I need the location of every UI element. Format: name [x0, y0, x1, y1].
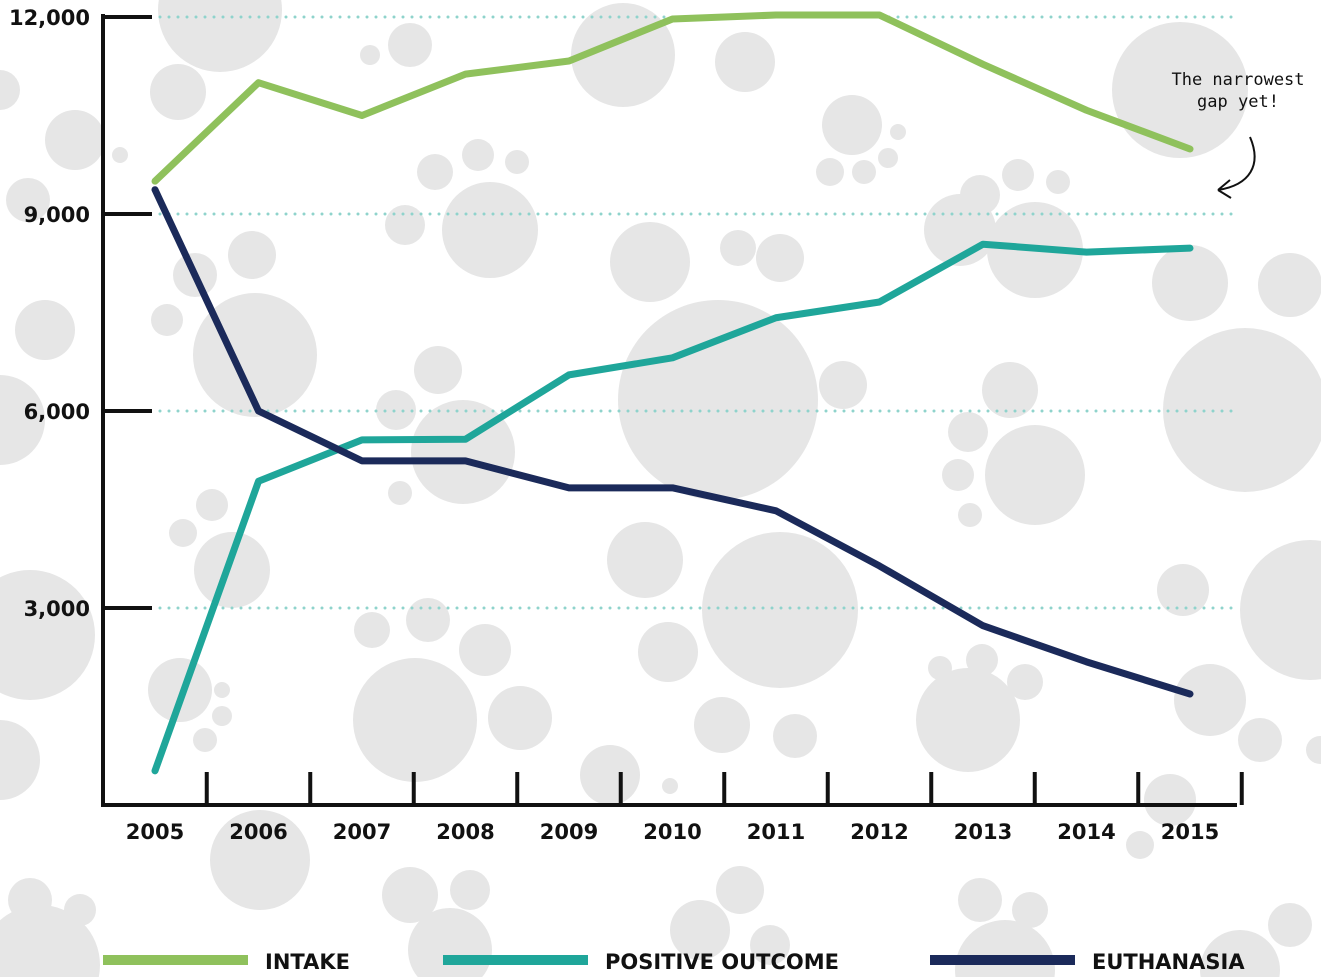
- x-tick-label: 2007: [333, 820, 391, 844]
- annotation: The narrowest gap yet!: [1171, 70, 1304, 112]
- y-tick-label: 12,000: [9, 6, 90, 30]
- x-tick-label: 2010: [643, 820, 701, 844]
- series-line: [151, 186, 1194, 698]
- legend-label: INTAKE: [265, 950, 350, 974]
- y-tick-label: 3,000: [24, 597, 90, 621]
- x-tick-label: 2005: [126, 820, 184, 844]
- x-tick-label: 2014: [1057, 820, 1115, 844]
- legend-label: EUTHANASIA: [1092, 950, 1245, 974]
- annotation-arrow: [1217, 136, 1256, 199]
- x-tick-label: 2006: [229, 820, 287, 844]
- annotation-line: The narrowest: [1171, 70, 1304, 90]
- series-line: [151, 11, 1194, 185]
- x-tick-label: 2015: [1161, 820, 1219, 844]
- x-tick-label: 2008: [436, 820, 494, 844]
- x-tick-label: 2011: [747, 820, 805, 844]
- legend-label: POSITIVE OUTCOME: [605, 950, 839, 974]
- y-tick-label: 6,000: [24, 400, 90, 424]
- series-line: [151, 240, 1194, 775]
- x-tick-label: 2013: [954, 820, 1012, 844]
- y-tick-label: 9,000: [24, 203, 90, 227]
- annotation-line: gap yet!: [1197, 92, 1279, 112]
- x-tick-label: 2012: [850, 820, 908, 844]
- x-tick-label: 2009: [540, 820, 598, 844]
